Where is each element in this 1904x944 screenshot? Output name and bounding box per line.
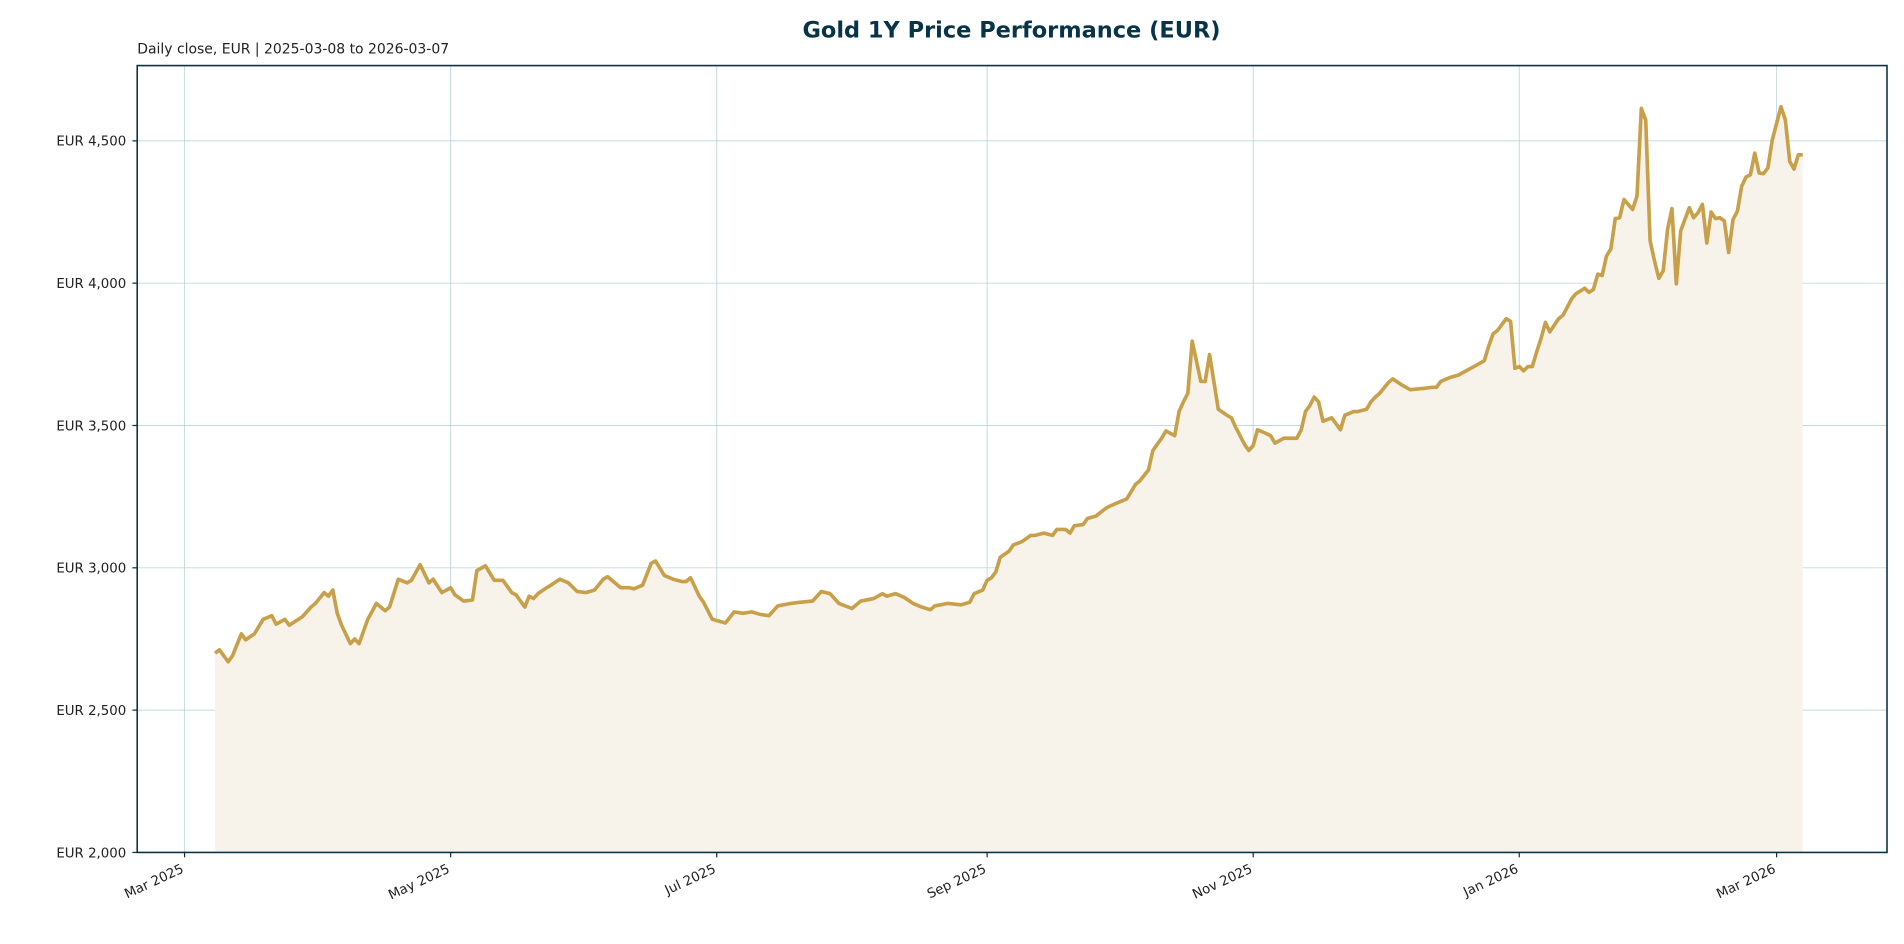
y-tick-label: EUR 4,500 bbox=[56, 135, 126, 150]
plot-frame bbox=[136, 64, 1888, 854]
y-tick-label: EUR 2,000 bbox=[56, 846, 126, 861]
y-tick-label: EUR 4,000 bbox=[56, 277, 126, 292]
x-axis: Mar 2025 May 2025 Jul 2025 Sep 2025 Nov 2025… bbox=[122, 852, 1778, 903]
x-tick-label: Sep 2025 bbox=[925, 862, 989, 902]
chart-subtitle: Daily close, EUR | 2025-03-08 to 2026-03… bbox=[137, 41, 449, 57]
y-axis: EUR 2,000 EUR 2,500 EUR 3,000 EUR 3,500 EUR … bbox=[56, 135, 138, 861]
x-tick-label: Jan 2026 bbox=[1460, 862, 1521, 901]
x-tick-label: Mar 2025 bbox=[122, 862, 186, 902]
x-tick-label: Mar 2026 bbox=[1714, 862, 1778, 902]
price-area-fill bbox=[215, 106, 1803, 853]
y-tick-label: EUR 3,500 bbox=[56, 419, 126, 434]
chart-title: Gold 1Y Price Performance (EUR) bbox=[802, 18, 1220, 44]
x-tick-label: Jul 2025 bbox=[662, 862, 718, 899]
price-line bbox=[213, 104, 1803, 664]
y-tick-label: EUR 2,500 bbox=[56, 704, 126, 719]
x-tick-label: May 2025 bbox=[386, 862, 452, 903]
y-tick-label: EUR 3,000 bbox=[56, 562, 126, 577]
x-tick-label: Nov 2025 bbox=[1190, 862, 1255, 903]
